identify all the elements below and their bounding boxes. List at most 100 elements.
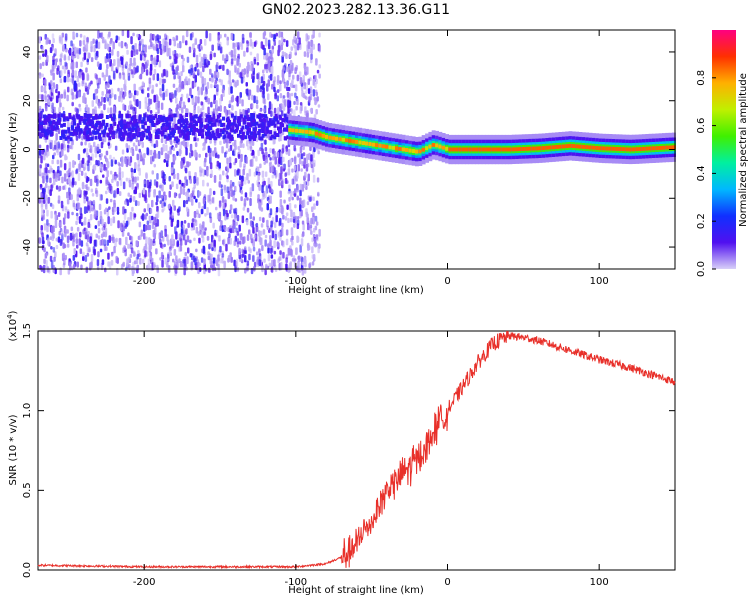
spectrogram-ridge-cell [445,146,449,151]
spectrogram-band-cell [90,136,94,141]
spectrogram-band-cell [186,128,190,133]
spectrogram-cell [104,83,108,90]
spectrogram-cell [294,67,298,72]
spectrogram-band-cell [209,126,213,130]
spectrogram-cell [67,235,70,240]
spectrogram-cell [173,248,177,256]
spectrogram-ridge-cell [468,147,473,152]
spectrogram-cell [273,107,277,114]
spectrogram-cell [111,49,114,56]
spectrogram-cell [273,240,276,249]
spectrogram-cell [50,139,53,149]
spectrogram-ridge-cell [531,146,536,151]
spectrogram-cell [197,96,200,104]
spectrogram-cell [51,159,54,165]
spectrogram-band-cell [226,116,230,121]
spectrogram-cell [184,239,188,246]
spectrogram-cell [90,253,94,263]
spectrogram-cell [50,184,53,192]
spectrogram-cell [308,96,311,103]
spectrogram-cell [287,247,291,256]
spectrogram-band-cell [43,119,47,124]
spectrogram-cell [79,248,83,255]
spectrogram-cell [96,178,99,187]
spectrogram-band-cell [149,119,153,123]
spectrogram-cell [207,60,211,66]
spectrogram-cell [210,261,214,266]
spectrogram-cell [121,30,125,37]
spectrogram-band-cell [146,117,150,122]
spectrogram-cell [271,83,274,90]
spectrogram-cell [238,247,241,256]
spectrogram-cell [130,50,134,58]
spectrogram-band-cell [105,122,109,127]
spectrogram-cell [168,55,172,60]
spectrogram-cell [146,179,150,189]
spectrogram-cell [240,43,244,50]
spectrogram-cell [288,93,292,102]
spectrogram-cell [113,59,116,67]
spectrogram-ridge-cell [528,146,533,151]
spectrogram-cell [179,236,182,242]
spectrogram-band-cell [91,116,95,121]
spectrogram-cell [223,184,226,191]
y-tick-label: 1.5 [22,323,33,339]
spectrogram-band-cell [273,123,277,128]
spectrogram-cell [251,41,255,49]
spectrogram-cell [55,142,59,151]
spectrogram-cell [207,106,210,115]
spectrogram-ridge-cell [465,147,469,152]
spectrogram-cell [218,215,221,222]
spectrogram-cell [59,54,63,58]
spectrogram-cell [103,136,107,143]
colorbar: 0.00.20.40.60.8 Normalized spectral ampl… [696,30,749,277]
spectrogram-cell [215,100,218,109]
spectrogram-cell [166,48,169,57]
spectrogram-band-cell [230,134,234,139]
spectrogram-cell [204,213,207,217]
spectrogram-cell [302,79,305,84]
spectrogram-cell [211,247,214,252]
spectrogram-band-cell [249,117,253,121]
spectrogram-cell [210,83,213,89]
spectrogram-cell [219,140,222,146]
spectrogram-cell [97,227,101,234]
spectrogram-band-cell [64,129,68,134]
spectrogram-cell [209,212,212,219]
spectrogram-band-cell [88,122,92,127]
spectrogram-band-cell [166,116,170,121]
snr-scale-factor: (x104) [6,310,19,341]
spectrogram-cell [243,198,247,207]
spectrogram-cell [52,59,55,66]
spectrogram-ridge-cell [631,147,636,152]
spectrogram-cell [152,229,156,238]
spectrogram-ridge-cell [304,129,309,134]
spectrogram-band-cell [279,129,283,134]
spectrogram-cell [296,195,299,201]
spectrogram-cell [246,40,249,44]
spectrogram-cell [63,257,66,266]
spectrogram-cell [249,212,252,220]
spectrogram-cell [199,71,203,78]
spectrogram-cell [186,161,190,168]
spectrogram-band-cell [239,134,243,139]
spectrogram-band-cell [156,118,160,122]
spectrogram-cell [106,53,109,59]
spectrogram-cell [131,206,134,212]
spectrogram-cell [226,186,230,194]
spectrogram-cell [69,78,72,83]
spectrogram-cell [226,175,229,180]
spectrogram-ridge-cell [521,147,526,151]
spectrogram-cell [252,246,256,252]
spectrogram-cell [162,143,165,152]
spectrogram-cell [116,267,119,276]
spectrogram-cell [104,227,108,237]
spectrogram-cell [296,170,299,179]
spectrogram-cell [200,87,203,96]
spectrogram-band-cell [182,120,186,125]
spectrogram-band-cell [159,116,163,121]
spectrogram-cell [213,139,217,146]
spectrogram-cell [72,160,75,168]
spectrogram-cell [269,208,273,216]
spectrogram-band-cell [184,135,188,140]
